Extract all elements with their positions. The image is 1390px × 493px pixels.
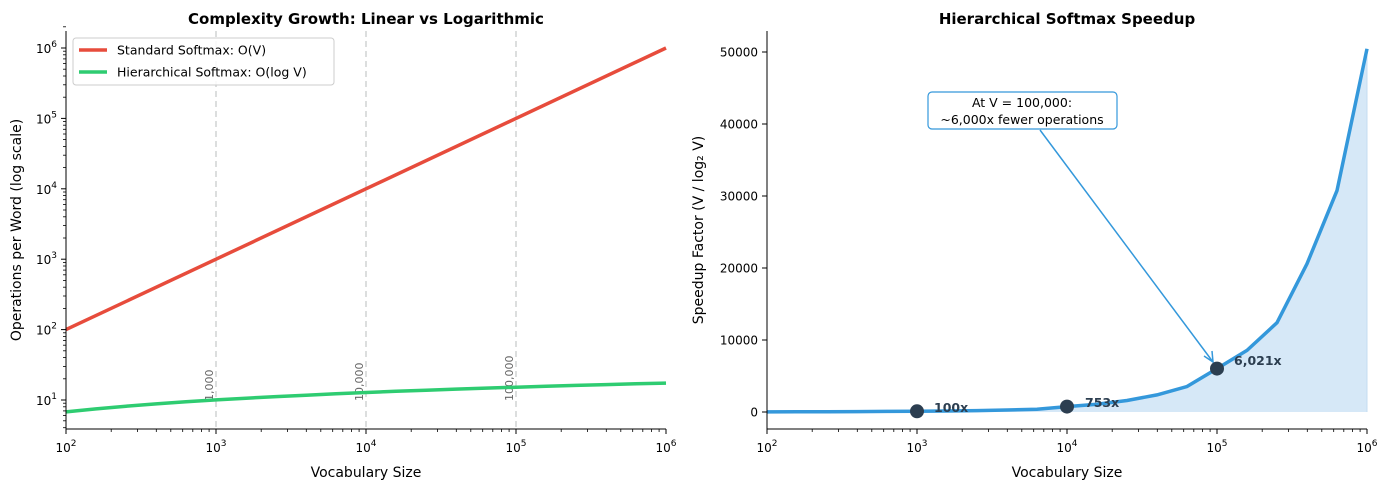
left-y-minor-ticks <box>63 26 66 429</box>
highlighted-points: 100x 753x 6,021x <box>910 353 1282 419</box>
right-chart-title: Hierarchical Softmax Speedup <box>939 10 1196 28</box>
right-y-axis-label: Speedup Factor (V / log₂ V) <box>691 136 707 325</box>
legend-box <box>72 37 335 86</box>
svg-text:106: 106 <box>1356 439 1377 455</box>
svg-text:30000: 30000 <box>720 190 758 204</box>
svg-text:103: 103 <box>205 439 226 455</box>
legend-label-hierarchical: Hierarchical Softmax: O(log V) <box>117 65 307 80</box>
point-10000 <box>1060 399 1074 414</box>
point-label-100x: 100x <box>934 400 968 415</box>
point-label-753x: 753x <box>1085 395 1119 410</box>
right-x-minor-ticks <box>811 429 1361 432</box>
svg-text:105: 105 <box>36 110 57 126</box>
right-x-ticks <box>766 429 1368 434</box>
speedup-fill-area <box>767 48 1367 413</box>
svg-text:105: 105 <box>1206 439 1227 455</box>
left-y-tick-labels: 101 102 103 104 105 106 <box>36 40 57 408</box>
legend: Standard Softmax: O(V) Hierarchical Soft… <box>72 37 335 86</box>
svg-text:104: 104 <box>36 181 57 197</box>
svg-text:0: 0 <box>750 406 758 420</box>
svg-text:106: 106 <box>36 40 57 56</box>
point-100000 <box>1210 361 1224 376</box>
left-y-ticks <box>61 47 66 401</box>
annotation-line-1: At V = 100,000: <box>972 95 1072 110</box>
svg-text:104: 104 <box>1056 439 1077 455</box>
right-y-ticks <box>762 51 767 413</box>
right-x-tick-labels: 102 103 104 105 106 <box>756 439 1377 455</box>
point-label-6021x: 6,021x <box>1234 353 1282 368</box>
svg-text:105: 105 <box>505 439 526 455</box>
right-chart: Hierarchical Softmax Speedup At V = 100,… <box>691 10 1378 481</box>
right-y-tick-labels: 0 10000 20000 30000 40000 50000 <box>720 46 758 420</box>
svg-text:103: 103 <box>906 439 927 455</box>
right-x-axis-label: Vocabulary Size <box>1012 465 1123 481</box>
svg-text:101: 101 <box>36 392 57 408</box>
left-x-tick-labels: 102 103 104 105 106 <box>55 439 676 455</box>
annotation-box <box>927 91 1118 130</box>
left-chart: Complexity Growth: Linear vs Logarithmic… <box>9 10 677 481</box>
hierarchical-softmax-line <box>65 381 667 414</box>
svg-text:103: 103 <box>36 251 57 267</box>
svg-text:104: 104 <box>355 439 376 455</box>
annotation-arrow <box>1039 129 1214 363</box>
legend-label-standard: Standard Softmax: O(V) <box>117 43 266 58</box>
svg-text:102: 102 <box>36 322 57 338</box>
arrow-head-icon <box>1203 350 1214 364</box>
vline-label-10000: 10,000 <box>353 363 366 402</box>
left-x-minor-ticks <box>110 429 660 432</box>
vline-label-1000: 1,000 <box>203 370 216 402</box>
left-y-axis-label: Operations per Word (log scale) <box>9 119 25 341</box>
annotation-line-2: ~6,000x fewer operations <box>940 112 1103 127</box>
left-x-axis-label: Vocabulary Size <box>311 465 422 481</box>
svg-text:20000: 20000 <box>720 262 758 276</box>
vline-label-100000: 100,000 <box>503 356 516 402</box>
svg-text:102: 102 <box>55 439 76 455</box>
reference-lines <box>215 31 517 429</box>
left-chart-title: Complexity Growth: Linear vs Logarithmic <box>188 10 544 28</box>
svg-text:10000: 10000 <box>720 334 758 348</box>
svg-text:50000: 50000 <box>720 46 758 60</box>
point-1000 <box>910 404 924 419</box>
svg-text:106: 106 <box>655 439 676 455</box>
annotation: At V = 100,000: ~6,000x fewer operations <box>927 91 1118 130</box>
svg-text:102: 102 <box>756 439 777 455</box>
standard-softmax-line <box>65 46 667 332</box>
svg-text:40000: 40000 <box>720 118 758 132</box>
left-x-ticks <box>65 429 667 434</box>
